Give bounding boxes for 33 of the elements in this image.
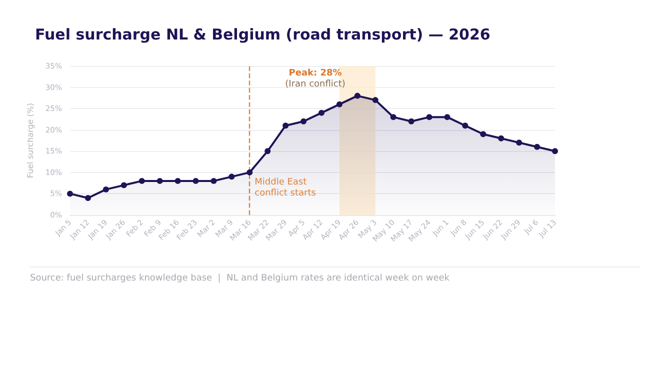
point [516, 140, 522, 146]
point [354, 92, 360, 99]
point [372, 97, 378, 104]
point [480, 131, 486, 138]
source-note: Source: fuel surcharges knowledge base | NL and Belgium rates are identical week on week [30, 274, 450, 284]
point [84, 194, 91, 201]
point [282, 122, 289, 129]
point [318, 110, 324, 116]
point [426, 114, 432, 120]
point [210, 178, 217, 184]
point [498, 135, 504, 142]
point [444, 114, 450, 120]
chart-title: Fuel surcharge NL & Belgium (road transport) — 2026 [35, 26, 490, 44]
point [102, 186, 109, 192]
point [174, 178, 181, 184]
point [336, 101, 342, 108]
point [156, 178, 163, 184]
point [67, 190, 73, 197]
point [462, 122, 468, 129]
y-axis-title: Fuel surcharge (%) [26, 102, 35, 178]
point [264, 148, 271, 154]
point [246, 169, 253, 176]
point [138, 178, 145, 184]
point [390, 114, 396, 120]
ref-line-label: Middle East conflict starts [254, 178, 316, 198]
point [192, 178, 199, 184]
point [300, 118, 307, 124]
annotation: Peak: 28% (Iran conflict) [285, 68, 346, 90]
point [534, 144, 540, 150]
point [228, 174, 235, 180]
point [120, 182, 127, 188]
point [552, 148, 558, 154]
point [408, 118, 414, 124]
